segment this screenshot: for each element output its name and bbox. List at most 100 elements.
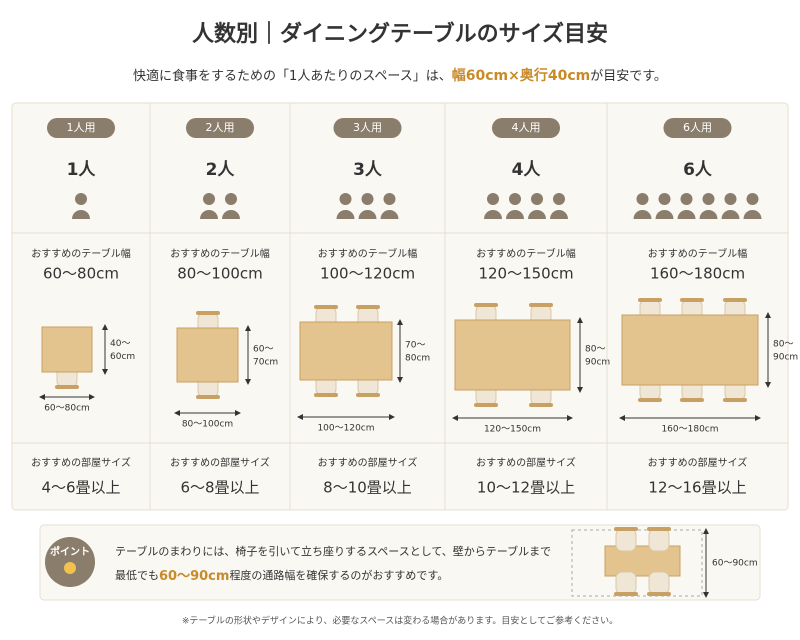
point-label: ポイント bbox=[50, 545, 90, 558]
person-count: 4人 bbox=[512, 160, 542, 180]
badge-text: 6人用 bbox=[683, 121, 712, 134]
person-icon bbox=[699, 193, 718, 219]
table-label: おすすめのテーブル幅 bbox=[31, 247, 130, 260]
person-icon bbox=[721, 193, 740, 219]
person-count: 1人 bbox=[67, 160, 97, 180]
person-body bbox=[633, 210, 652, 219]
room-size: 10〜12畳以上 bbox=[477, 479, 575, 497]
chair-back bbox=[55, 385, 79, 389]
person-body bbox=[550, 210, 568, 219]
badge-text: 2人用 bbox=[206, 121, 235, 134]
person-body bbox=[336, 210, 355, 219]
person-body bbox=[380, 210, 399, 219]
person-head bbox=[746, 193, 759, 205]
room-label: おすすめの部屋サイズ bbox=[318, 456, 418, 469]
table-width: 60〜80cm bbox=[43, 265, 119, 283]
width-dim: 100〜120cm bbox=[317, 424, 374, 434]
chair-back bbox=[680, 298, 704, 302]
table bbox=[621, 314, 759, 386]
room-label: おすすめの部屋サイズ bbox=[476, 456, 576, 469]
chair-back bbox=[614, 527, 638, 531]
person-body bbox=[699, 210, 718, 219]
width-dim: 80〜100cm bbox=[182, 420, 233, 430]
room-size: 12〜16畳以上 bbox=[648, 479, 746, 497]
person-body bbox=[528, 210, 546, 219]
person-head bbox=[509, 193, 521, 205]
person-body bbox=[222, 210, 240, 219]
table bbox=[299, 321, 393, 381]
badge bbox=[186, 118, 254, 138]
person-count: 6人 bbox=[683, 160, 713, 180]
table-width: 120〜150cm bbox=[478, 265, 573, 283]
badge bbox=[663, 118, 732, 138]
person-icon bbox=[358, 193, 377, 219]
chair-seat bbox=[648, 528, 670, 552]
chair-back bbox=[529, 403, 553, 407]
point-dim: 60〜90cm bbox=[712, 559, 758, 569]
chair-back bbox=[314, 393, 338, 397]
person-head bbox=[487, 193, 499, 205]
subtitle: 快適に食事をするための「1人あたりのスペース」は、幅60cm×奥行40cmが目安… bbox=[133, 67, 667, 84]
person-count: 3人 bbox=[353, 160, 383, 180]
depth-dim: 60cm bbox=[110, 352, 135, 362]
room-label: おすすめの部屋サイズ bbox=[31, 456, 131, 469]
table bbox=[454, 319, 571, 391]
person-head bbox=[203, 193, 215, 205]
table bbox=[176, 327, 239, 383]
point-text: 最低でも bbox=[115, 569, 159, 582]
person-head bbox=[702, 193, 715, 205]
depth-dim: 90cm bbox=[585, 358, 610, 368]
person-head bbox=[361, 193, 374, 205]
depth-dim: 70〜 bbox=[405, 341, 425, 351]
width-dim: 160〜180cm bbox=[661, 425, 718, 435]
chair-back bbox=[474, 303, 498, 307]
person-icon bbox=[528, 193, 546, 219]
point-text: 程度の通路幅を確保するのがおすすめです。 bbox=[229, 568, 448, 582]
chair-back bbox=[614, 592, 638, 596]
badge bbox=[333, 118, 402, 138]
person-icon bbox=[380, 193, 399, 219]
chair-seat bbox=[615, 571, 637, 595]
person-body bbox=[358, 210, 377, 219]
table-label: おすすめのテーブル幅 bbox=[648, 247, 747, 260]
point-text: テーブルのまわりには、椅子を引いて立ち座りするスペースとして、壁からテーブルまで bbox=[115, 544, 551, 558]
badge bbox=[492, 118, 560, 138]
room-size: 4〜6畳以上 bbox=[41, 479, 120, 497]
person-icon bbox=[655, 193, 674, 219]
table-width: 80〜100cm bbox=[177, 265, 263, 283]
table-label: おすすめのテーブル幅 bbox=[170, 247, 269, 260]
room-label: おすすめの部屋サイズ bbox=[648, 456, 748, 469]
point-text: 最低でも60〜90cm程度の通路幅を確保するのがおすすめです。 bbox=[115, 568, 448, 584]
chair-back bbox=[196, 395, 220, 399]
person-head bbox=[225, 193, 237, 205]
person-icon bbox=[633, 193, 652, 219]
person-icon bbox=[550, 193, 568, 219]
person-icon bbox=[484, 193, 502, 219]
person-head bbox=[553, 193, 565, 205]
chair-back bbox=[647, 527, 671, 531]
badge bbox=[47, 118, 115, 138]
person-head bbox=[75, 193, 87, 205]
chair-back bbox=[356, 393, 380, 397]
depth-dim: 80〜 bbox=[585, 345, 605, 355]
chair-back bbox=[314, 305, 338, 309]
point-box bbox=[39, 524, 761, 601]
subtitle-text: が目安です。 bbox=[590, 69, 667, 84]
depth-dim: 80〜 bbox=[773, 340, 793, 350]
badge-text: 4人用 bbox=[512, 121, 541, 134]
person-body bbox=[506, 210, 524, 219]
depth-dim: 40〜 bbox=[110, 339, 130, 349]
chair-seat bbox=[648, 571, 670, 595]
person-head bbox=[383, 193, 396, 205]
room-size: 6〜8畳以上 bbox=[180, 479, 259, 497]
chair-back bbox=[638, 398, 662, 402]
table-width: 160〜180cm bbox=[650, 265, 745, 283]
person-icon bbox=[336, 193, 355, 219]
bulb-icon bbox=[64, 562, 76, 574]
chair-back bbox=[680, 398, 704, 402]
chair-back bbox=[356, 305, 380, 309]
person-head bbox=[680, 193, 693, 205]
chair-back bbox=[196, 311, 220, 315]
depth-dim: 60〜 bbox=[253, 345, 273, 355]
